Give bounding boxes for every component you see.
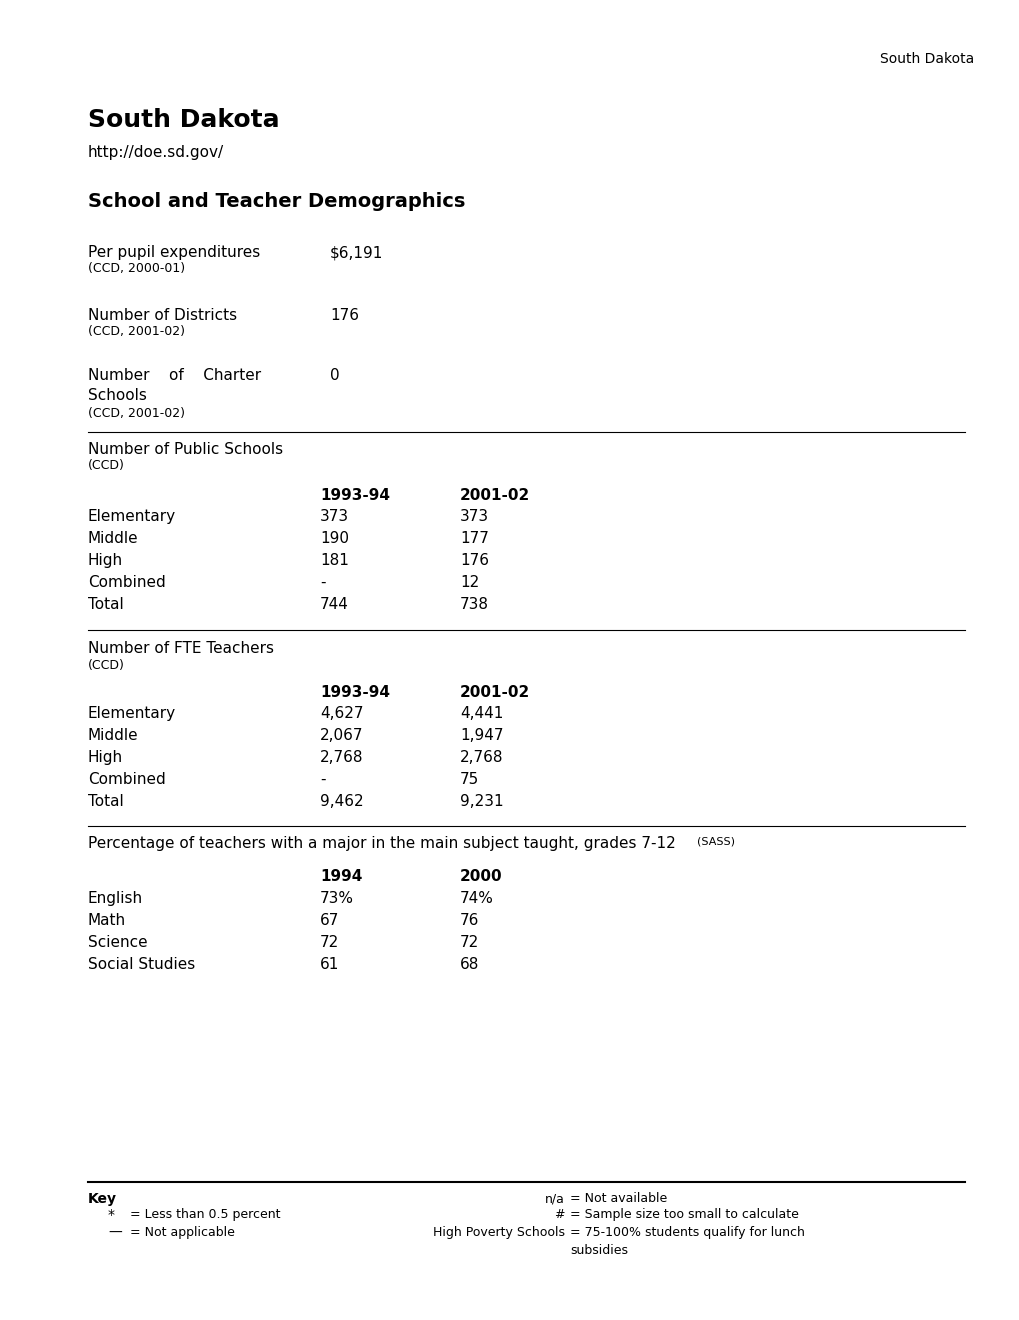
Text: Per pupil expenditures: Per pupil expenditures [88, 246, 260, 260]
Text: 1993-94: 1993-94 [320, 685, 389, 700]
Text: Social Studies: Social Studies [88, 957, 195, 972]
Text: = Sample size too small to calculate: = Sample size too small to calculate [570, 1208, 798, 1221]
Text: Total: Total [88, 795, 123, 809]
Text: Percentage of teachers with a major in the main subject taught, grades 7-12: Percentage of teachers with a major in t… [88, 836, 676, 851]
Text: (SASS): (SASS) [696, 836, 735, 846]
Text: English: English [88, 891, 143, 906]
Text: —: — [108, 1226, 121, 1239]
Text: Number of Public Schools: Number of Public Schools [88, 442, 283, 457]
Text: = Not applicable: = Not applicable [129, 1226, 234, 1239]
Text: High Poverty Schools: High Poverty Schools [433, 1226, 565, 1239]
Text: Key: Key [88, 1192, 117, 1206]
Text: Middle: Middle [88, 729, 139, 743]
Text: (CCD, 2001-02): (CCD, 2001-02) [88, 407, 184, 420]
Text: 72: 72 [320, 935, 339, 950]
Text: 4,627: 4,627 [320, 706, 363, 721]
Text: = Less than 0.5 percent: = Less than 0.5 percent [129, 1208, 280, 1221]
Text: (CCD, 2001-02): (CCD, 2001-02) [88, 325, 184, 338]
Text: 68: 68 [460, 957, 479, 972]
Text: 373: 373 [320, 510, 348, 524]
Text: High: High [88, 750, 123, 766]
Text: Middle: Middle [88, 531, 139, 546]
Text: 9,231: 9,231 [460, 795, 503, 809]
Text: Elementary: Elementary [88, 706, 176, 721]
Text: Total: Total [88, 597, 123, 612]
Text: (CCD): (CCD) [88, 659, 124, 672]
Text: 9,462: 9,462 [320, 795, 363, 809]
Text: Combined: Combined [88, 576, 166, 590]
Text: Science: Science [88, 935, 148, 950]
Text: South Dakota: South Dakota [88, 108, 279, 132]
Text: Elementary: Elementary [88, 510, 176, 524]
Text: Math: Math [88, 913, 126, 928]
Text: 176: 176 [460, 553, 488, 568]
Text: 744: 744 [320, 597, 348, 612]
Text: http://doe.sd.gov/: http://doe.sd.gov/ [88, 145, 224, 160]
Text: 75: 75 [460, 772, 479, 787]
Text: 1993-94: 1993-94 [320, 488, 389, 503]
Text: (CCD, 2000-01): (CCD, 2000-01) [88, 261, 184, 275]
Text: 2,768: 2,768 [320, 750, 363, 766]
Text: Number of Districts: Number of Districts [88, 308, 236, 323]
Text: 2,067: 2,067 [320, 729, 363, 743]
Text: *: * [108, 1208, 115, 1222]
Text: 738: 738 [460, 597, 488, 612]
Text: 176: 176 [330, 308, 359, 323]
Text: 61: 61 [320, 957, 339, 972]
Text: 72: 72 [460, 935, 479, 950]
Text: 177: 177 [460, 531, 488, 546]
Text: 67: 67 [320, 913, 339, 928]
Text: 181: 181 [320, 553, 348, 568]
Text: 2000: 2000 [460, 869, 502, 884]
Text: -: - [320, 576, 325, 590]
Text: -: - [320, 772, 325, 787]
Text: Schools: Schools [88, 388, 147, 403]
Text: (CCD): (CCD) [88, 459, 124, 473]
Text: 12: 12 [460, 576, 479, 590]
Text: Number    of    Charter: Number of Charter [88, 368, 261, 383]
Text: Combined: Combined [88, 772, 166, 787]
Text: 190: 190 [320, 531, 348, 546]
Text: High: High [88, 553, 123, 568]
Text: = Not available: = Not available [570, 1192, 666, 1205]
Text: 76: 76 [460, 913, 479, 928]
Text: 73%: 73% [320, 891, 354, 906]
Text: 2001-02: 2001-02 [460, 685, 530, 700]
Text: 373: 373 [460, 510, 489, 524]
Text: 4,441: 4,441 [460, 706, 503, 721]
Text: South Dakota: South Dakota [879, 51, 973, 66]
Text: 2001-02: 2001-02 [460, 488, 530, 503]
Text: $6,191: $6,191 [330, 246, 383, 260]
Text: #: # [554, 1208, 565, 1221]
Text: School and Teacher Demographics: School and Teacher Demographics [88, 191, 465, 211]
Text: 74%: 74% [460, 891, 493, 906]
Text: = 75-100% students qualify for lunch: = 75-100% students qualify for lunch [570, 1226, 804, 1239]
Text: 0: 0 [330, 368, 339, 383]
Text: 1,947: 1,947 [460, 729, 503, 743]
Text: n/a: n/a [544, 1192, 565, 1205]
Text: subsidies: subsidies [570, 1243, 628, 1257]
Text: 2,768: 2,768 [460, 750, 503, 766]
Text: Number of FTE Teachers: Number of FTE Teachers [88, 642, 274, 656]
Text: 1994: 1994 [320, 869, 362, 884]
